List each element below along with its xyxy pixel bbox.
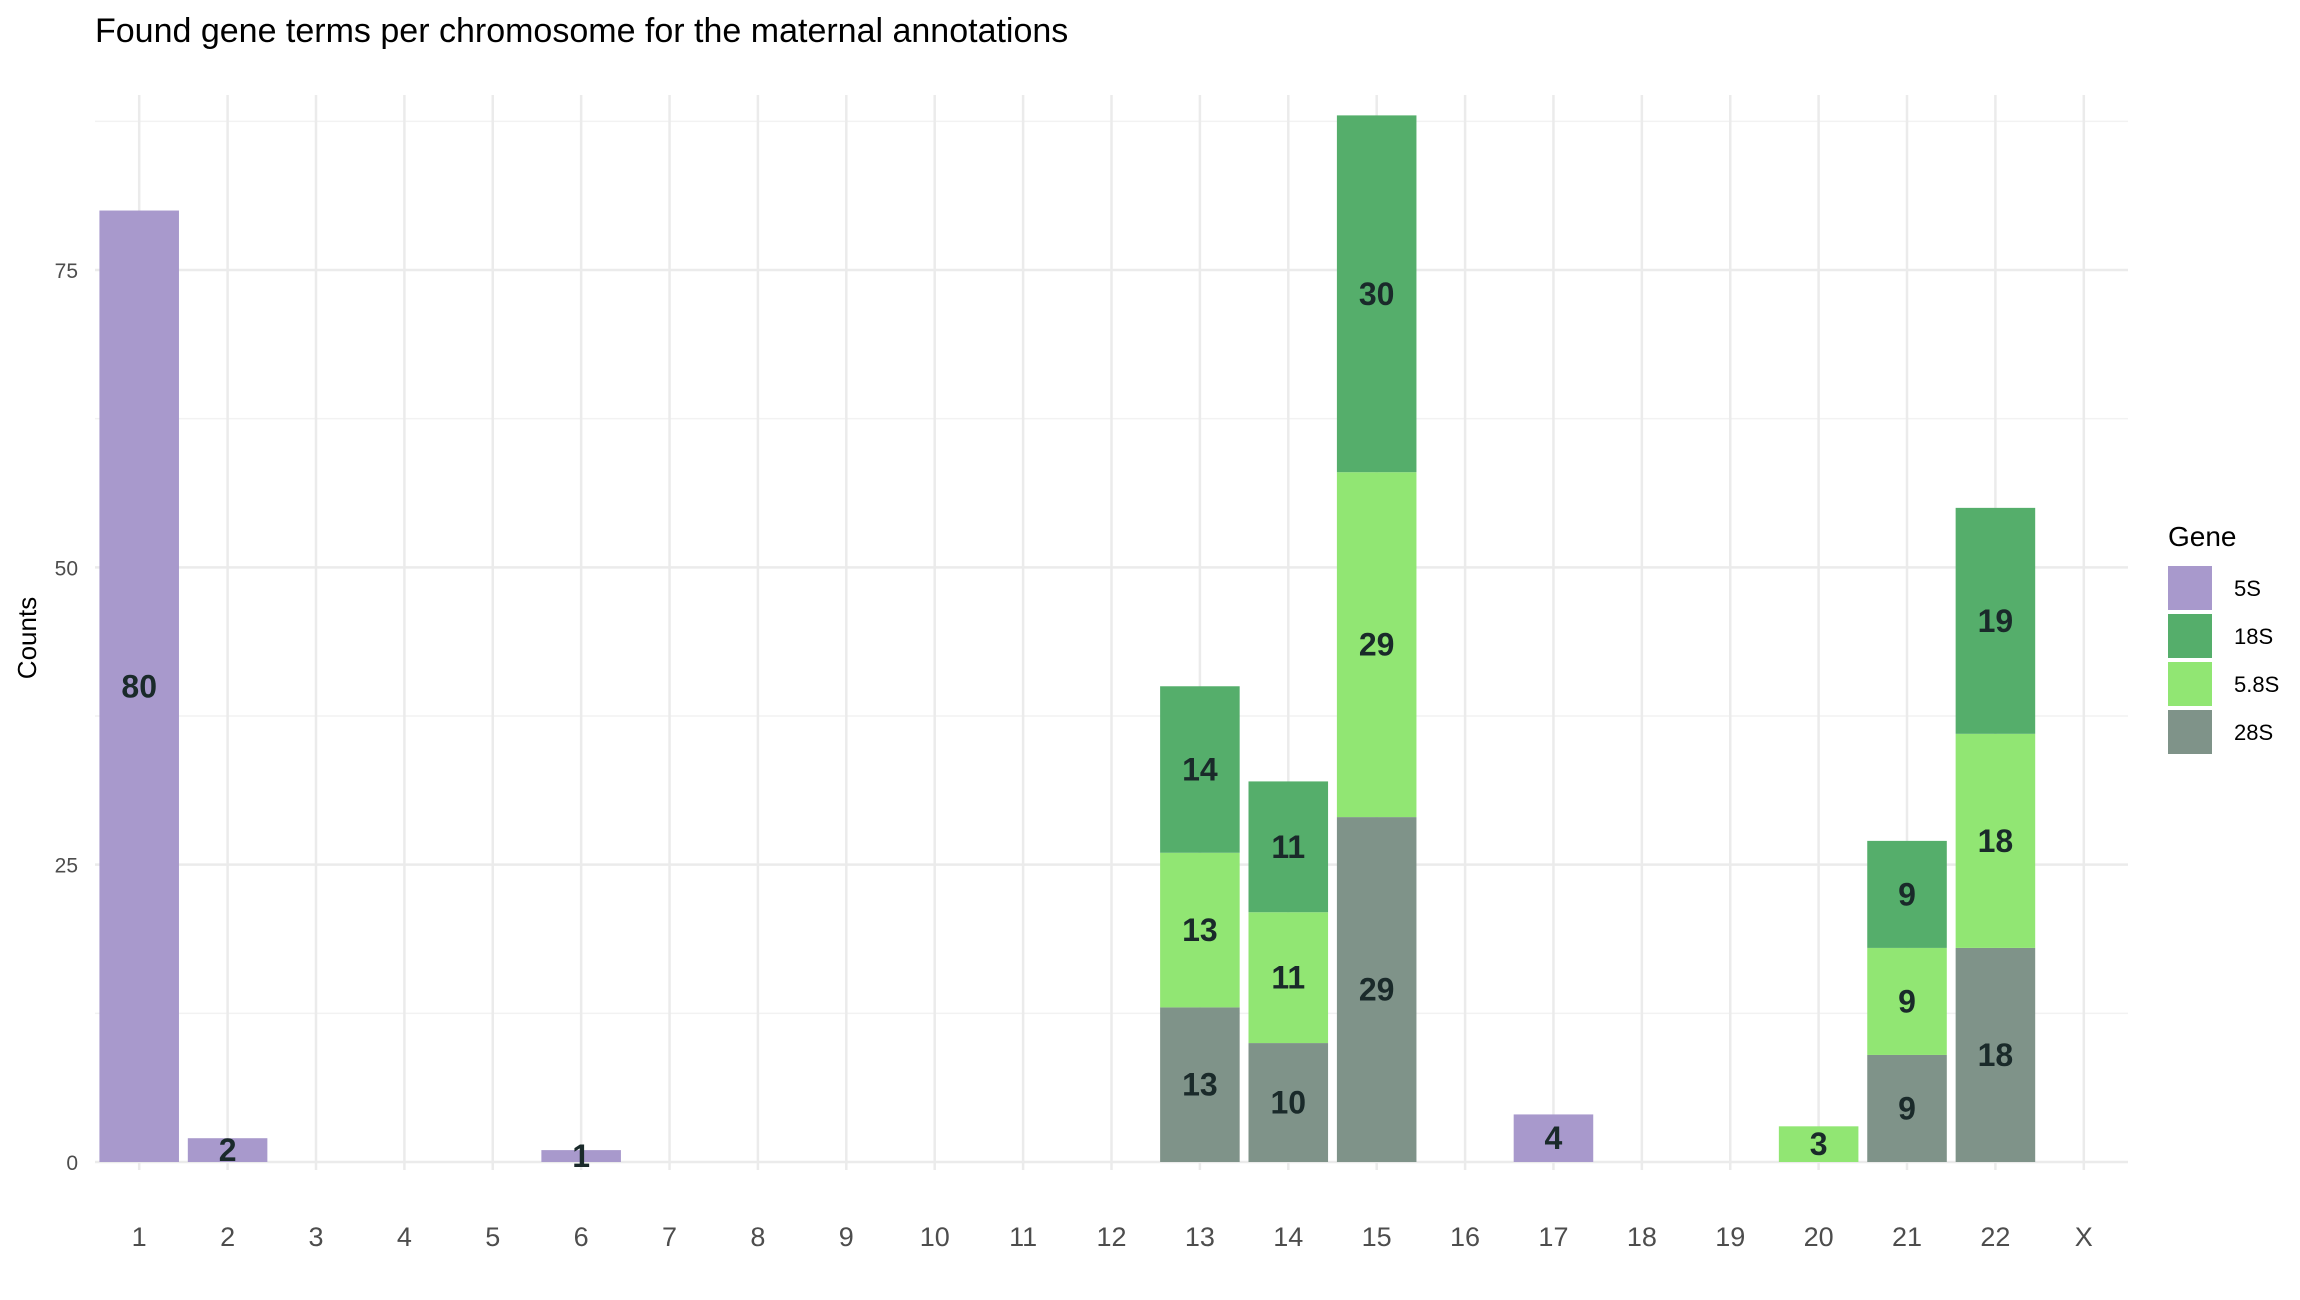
- data-label: 30: [1359, 276, 1395, 312]
- data-label: 29: [1359, 972, 1395, 1008]
- x-tick-label: 5: [485, 1222, 500, 1252]
- x-tick-label: 9: [839, 1222, 854, 1252]
- y-tick-label: 0: [66, 1152, 78, 1175]
- y-tick-label: 50: [55, 557, 78, 580]
- x-axis-ticks: 1 2 3 4 5 6 7 8 9 10 11 12 13 14 15 16 17 18 19 20 21 22 X: [132, 1222, 2093, 1252]
- data-label: 3: [1810, 1126, 1828, 1162]
- data-label: 13: [1182, 1067, 1218, 1103]
- x-tick-label: 6: [574, 1222, 589, 1252]
- chart-title: Found gene terms per chromosome for the …: [95, 12, 1068, 50]
- bar-segment: [1778, 1126, 1859, 1162]
- bar-segment: [1248, 781, 1329, 913]
- data-label: 1: [572, 1138, 590, 1174]
- bar-segment: [1513, 1114, 1594, 1162]
- data-label: 14: [1182, 752, 1218, 788]
- x-tick-label: 7: [662, 1222, 677, 1252]
- bar-segment: [1248, 1043, 1329, 1162]
- grid: [95, 95, 2128, 1170]
- bar-segment: [1248, 912, 1329, 1044]
- bar-segment: [1955, 507, 2036, 734]
- data-label: 9: [1898, 876, 1916, 912]
- x-tick-label: 1: [132, 1222, 147, 1252]
- data-label: 18: [1978, 1037, 2014, 1073]
- legend: Gene 5S 18S 5.8S 28S: [2168, 521, 2279, 754]
- legend-key: [2168, 566, 2212, 610]
- data-label: 4: [1545, 1120, 1563, 1156]
- bar-segment: [99, 210, 179, 1163]
- x-tick-label: 11: [1009, 1222, 1037, 1252]
- data-label: 29: [1359, 627, 1395, 663]
- legend-key: [2168, 710, 2212, 754]
- bar-segment: [187, 1138, 268, 1162]
- legend-label: 5.8S: [2234, 672, 2279, 697]
- bar-segment: [1160, 686, 1240, 853]
- bars: [99, 115, 2036, 1163]
- x-tick-label: 19: [1715, 1222, 1745, 1252]
- bar-segment: [1867, 947, 1947, 1055]
- bar-segment: [1955, 733, 2036, 948]
- bar-labels: 80 2 1 13 13 14 10 11 11 29 29 30 4 3 9 9 9 18 18 19: [121, 276, 2013, 1174]
- x-tick-label: 20: [1804, 1222, 1834, 1252]
- bar-segment: [1336, 817, 1417, 1162]
- x-tick-label: 3: [308, 1222, 323, 1252]
- x-tick-label: 10: [920, 1222, 950, 1252]
- data-label: 2: [219, 1132, 237, 1168]
- x-tick-label: 22: [1980, 1222, 2010, 1252]
- x-tick-label: 17: [1538, 1222, 1568, 1252]
- x-tick-label: X: [2075, 1222, 2093, 1252]
- bar-segment: [541, 1150, 621, 1162]
- legend-title: Gene: [2168, 521, 2237, 552]
- x-tick-label: 8: [750, 1222, 765, 1252]
- data-label: 13: [1182, 912, 1218, 948]
- bar-segment: [1867, 1054, 1947, 1162]
- data-label: 11: [1271, 960, 1305, 996]
- x-tick-label: 2: [220, 1222, 235, 1252]
- data-label: 19: [1978, 603, 2014, 639]
- bar-segment: [1160, 1007, 1240, 1162]
- bar-segment: [1955, 947, 2036, 1162]
- data-label: 11: [1271, 829, 1305, 865]
- x-tick-label: 16: [1450, 1222, 1480, 1252]
- legend-label: 18S: [2234, 624, 2273, 649]
- x-tick-label: 21: [1892, 1222, 1922, 1252]
- bar-segment: [1336, 472, 1417, 818]
- x-tick-label: 15: [1362, 1222, 1392, 1252]
- legend-key: [2168, 614, 2212, 658]
- bar-segment: [1160, 852, 1240, 1008]
- legend-key: [2168, 662, 2212, 706]
- data-label: 9: [1898, 1090, 1916, 1126]
- data-label: 80: [121, 668, 157, 704]
- legend-label: 5S: [2234, 576, 2261, 601]
- x-tick-label: 14: [1273, 1222, 1303, 1252]
- x-tick-label: 18: [1627, 1222, 1657, 1252]
- data-label: 18: [1978, 823, 2014, 859]
- data-label: 9: [1898, 983, 1916, 1019]
- x-tick-label: 4: [397, 1222, 412, 1252]
- data-label: 10: [1270, 1085, 1306, 1121]
- y-axis-label: Counts: [12, 597, 42, 679]
- bar-segment: [1336, 115, 1417, 473]
- x-tick-label: 13: [1185, 1222, 1215, 1252]
- y-axis-ticks: 0 25 50 75: [55, 260, 78, 1175]
- y-tick-label: 25: [55, 855, 78, 878]
- y-tick-label: 75: [55, 260, 78, 283]
- x-tick-label: 12: [1096, 1222, 1126, 1252]
- legend-label: 28S: [2234, 720, 2273, 745]
- bar-segment: [1867, 840, 1947, 948]
